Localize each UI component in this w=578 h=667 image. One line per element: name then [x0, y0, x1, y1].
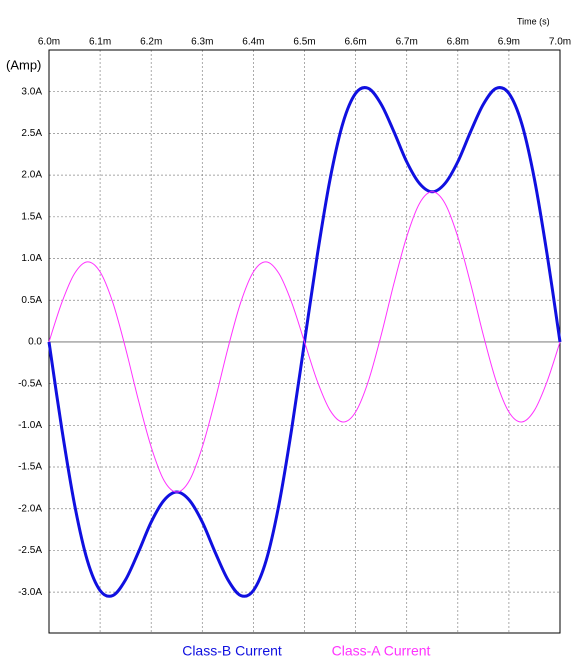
- x-axis-label: Time (s): [517, 16, 550, 26]
- x-tick-label: 6.7m: [396, 37, 418, 48]
- x-tick-label: 6.4m: [242, 37, 264, 48]
- y-tick-label: 2.0A: [21, 170, 42, 181]
- y-tick-label: 0.5A: [21, 295, 42, 306]
- x-tick-label: 6.0m: [38, 37, 60, 48]
- y-tick-label: -3.0A: [18, 587, 42, 598]
- legend-label: Class-B Current: [182, 643, 282, 659]
- y-tick-label: 2.5A: [21, 128, 42, 139]
- legend-label: Class-A Current: [332, 643, 431, 659]
- y-tick-label: -2.0A: [18, 503, 42, 514]
- x-tick-label: 6.1m: [89, 37, 111, 48]
- x-tick-label: 6.6m: [344, 37, 366, 48]
- x-tick-label: 6.2m: [140, 37, 162, 48]
- y-tick-label: -2.5A: [18, 545, 42, 556]
- y-tick-label: 1.5A: [21, 211, 42, 222]
- x-tick-label: 7.0m: [549, 37, 571, 48]
- y-axis-label: (Amp): [6, 57, 41, 72]
- y-tick-label: -1.5A: [18, 462, 42, 473]
- y-tick-label: 1.0A: [21, 253, 42, 264]
- x-tick-label: 6.3m: [191, 37, 213, 48]
- y-tick-label: -1.0A: [18, 420, 42, 431]
- x-tick-label: 6.9m: [498, 37, 520, 48]
- x-tick-label: 6.5m: [293, 37, 315, 48]
- y-tick-label: -0.5A: [18, 378, 42, 389]
- x-tick-label: 6.8m: [447, 37, 469, 48]
- y-tick-label: 0.0: [28, 337, 42, 348]
- series-line: [48, 191, 561, 493]
- y-tick-label: 3.0A: [21, 86, 42, 97]
